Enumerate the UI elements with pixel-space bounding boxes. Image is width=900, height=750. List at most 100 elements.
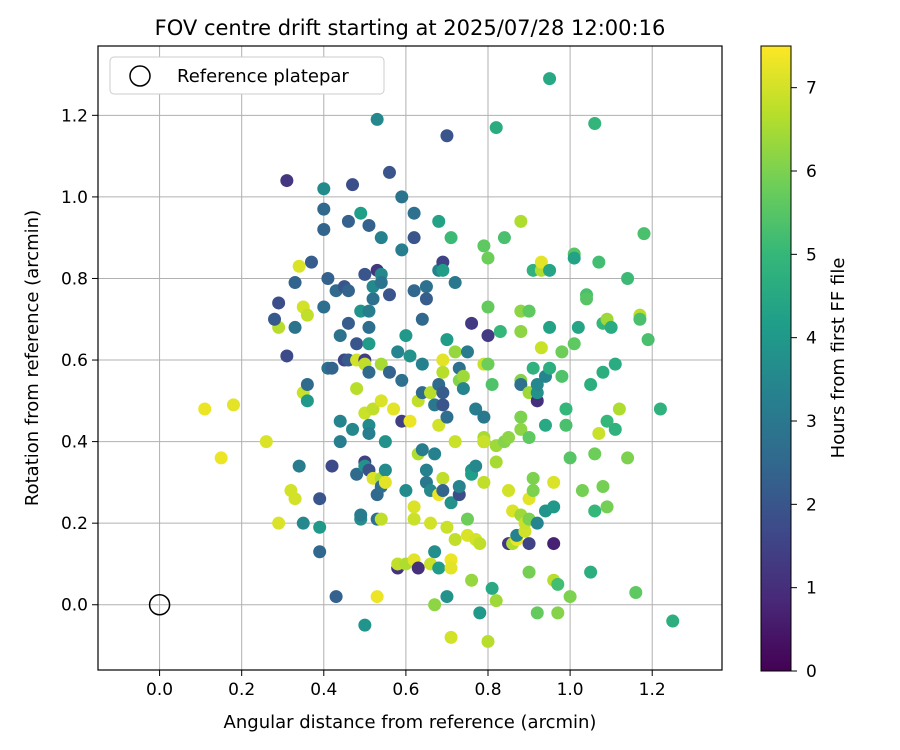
scatter-point	[502, 484, 516, 498]
x-tick-label: 0.4	[310, 680, 337, 700]
scatter-point	[592, 426, 606, 440]
scatter-point	[432, 214, 446, 228]
scatter-point	[559, 418, 573, 432]
colorbar-tick-label: 2	[806, 495, 817, 515]
scatter-point	[526, 471, 540, 485]
colorbar-tick-label: 7	[806, 79, 817, 99]
scatter-point	[354, 508, 368, 522]
scatter-point	[374, 231, 388, 245]
scatter-point	[469, 402, 483, 416]
scatter-point	[481, 300, 495, 314]
reference-platepar-marker	[148, 593, 171, 616]
scatter-point	[374, 357, 388, 371]
scatter-point	[407, 284, 421, 298]
scatter-point	[350, 382, 364, 396]
legend: Reference platepar	[109, 56, 385, 95]
y-axis-ticks: 0.0 0.2 0.4 0.6 0.8 1.0 1.2	[61, 106, 98, 616]
scatter-point	[584, 565, 598, 579]
colorbar-tick-label: 4	[806, 329, 817, 349]
x-tick-label: 0.0	[146, 680, 173, 700]
scatter-point	[366, 292, 380, 306]
scatter-point	[547, 537, 561, 551]
scatter-point	[502, 431, 516, 445]
scatter-point	[514, 378, 528, 392]
scatter-point	[346, 422, 360, 436]
scatter-point	[317, 202, 331, 216]
scatter-point	[477, 239, 491, 253]
colorbar-tick-label: 3	[806, 412, 817, 432]
scatter-point	[551, 577, 565, 591]
scatter-point	[259, 435, 273, 449]
scatter-point	[370, 590, 384, 604]
y-tick-label: 0.6	[61, 351, 88, 371]
scatter-point	[522, 431, 536, 445]
scatter-point	[473, 606, 487, 620]
scatter-point	[354, 206, 368, 220]
scatter-point	[350, 467, 364, 481]
scatter-point	[621, 451, 635, 465]
scatter-point	[419, 463, 433, 477]
scatter-point	[424, 386, 438, 400]
scatter-point	[444, 630, 458, 644]
scatter-point	[341, 214, 355, 228]
scatter-point	[304, 255, 318, 269]
scatter-point	[317, 300, 331, 314]
legend-box	[109, 56, 385, 95]
scatter-point	[588, 504, 602, 518]
scatter-point	[378, 463, 392, 477]
scatter-point	[666, 614, 680, 628]
scatter-point	[370, 112, 384, 126]
x-tick-label: 0.2	[228, 680, 255, 700]
scatter-point	[440, 333, 454, 347]
scatter-point	[489, 455, 503, 469]
y-tick-label: 0.2	[61, 514, 88, 534]
scatter-point	[428, 598, 442, 612]
scatter-point	[621, 271, 635, 285]
scatter-point	[600, 500, 614, 514]
scatter-point	[362, 320, 376, 334]
scatter-point	[436, 263, 450, 277]
scatter-point	[440, 590, 454, 604]
scatter-point	[633, 312, 647, 326]
scatter-point	[514, 324, 528, 338]
scatter-point	[580, 292, 594, 306]
scatter-point	[547, 475, 561, 489]
scatter-point	[272, 516, 286, 530]
scatter-point	[300, 308, 314, 322]
scatter-point	[288, 276, 302, 290]
scatter-point	[551, 606, 565, 620]
scatter-point	[415, 312, 429, 326]
legend-entry-reference-platepar: Reference platepar	[177, 66, 349, 87]
scatter-point	[514, 410, 528, 424]
scatter-point	[555, 345, 569, 359]
scatter-point	[604, 320, 618, 334]
scatter-point	[489, 594, 503, 608]
scatter-point	[407, 512, 421, 526]
scatter-point	[296, 516, 310, 530]
scatter-point	[280, 349, 294, 363]
scatter-point	[428, 545, 442, 559]
scatter-point	[629, 586, 643, 600]
scatter-point	[317, 182, 331, 196]
scatter-point	[530, 606, 544, 620]
x-axis-ticks: 0.0 0.2 0.4 0.6 0.8 1.0 1.2	[146, 670, 666, 700]
scatter-point	[300, 394, 314, 408]
scatter-point	[588, 447, 602, 461]
scatter-point	[198, 402, 212, 416]
scatter-point	[411, 561, 425, 575]
scatter-point	[382, 165, 396, 179]
scatter-point	[567, 251, 581, 265]
scatter-point	[596, 365, 610, 379]
scatter-point	[497, 231, 511, 245]
scatter-point	[485, 378, 499, 392]
scatter-point	[559, 402, 573, 416]
scatter-point	[407, 231, 421, 245]
colorbar-tick-label: 0	[806, 662, 817, 682]
x-tick-label: 1.0	[557, 680, 584, 700]
scatter-point	[272, 296, 286, 310]
scatter-point	[477, 435, 491, 449]
scatter-point	[362, 426, 376, 440]
scatter-point	[530, 378, 544, 392]
scatter-point	[313, 520, 327, 534]
scatter-point	[456, 369, 470, 383]
